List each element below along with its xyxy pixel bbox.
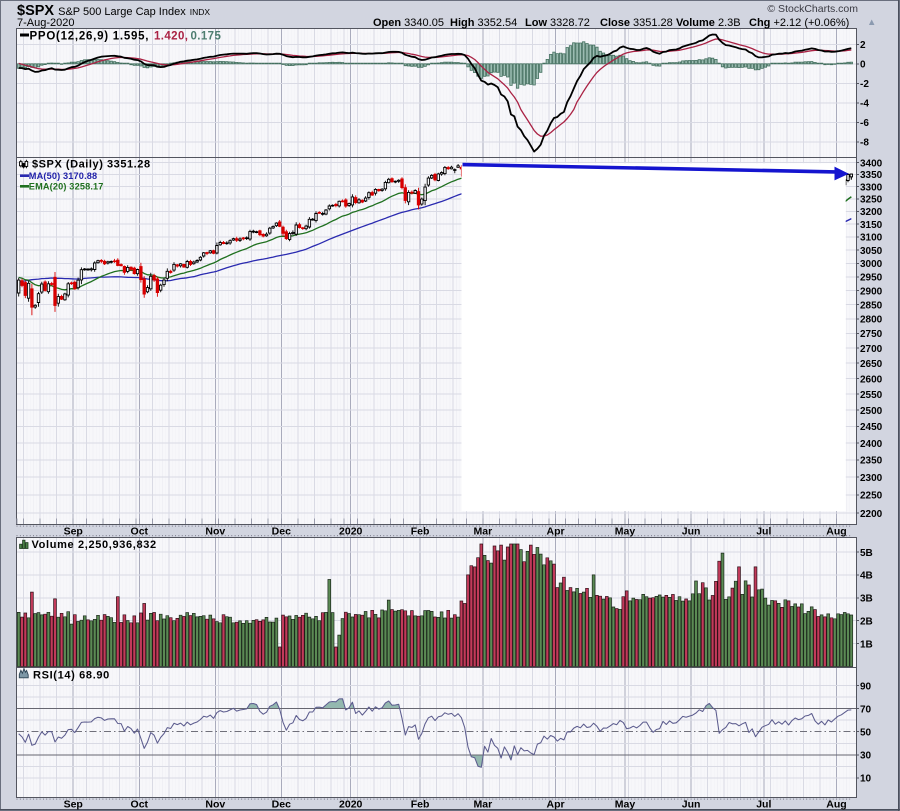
svg-text:1.420,: 1.420,	[154, 31, 188, 43]
svg-text:3250: 3250	[860, 195, 883, 206]
svg-text:-8: -8	[860, 138, 869, 149]
svg-text:3150: 3150	[860, 220, 883, 231]
svg-text:2650: 2650	[860, 359, 883, 370]
svg-text:3100: 3100	[860, 233, 883, 244]
svg-text:3200: 3200	[860, 207, 883, 218]
svg-text:5B: 5B	[860, 548, 873, 559]
svg-text:2450: 2450	[860, 422, 883, 433]
svg-text:30: 30	[860, 751, 872, 762]
svg-text:3050: 3050	[860, 246, 883, 257]
svg-text:EMA(20) 3258.17: EMA(20) 3258.17	[29, 182, 104, 192]
svg-text:Jun: Jun	[682, 526, 701, 538]
svg-text:3300: 3300	[860, 182, 883, 193]
svg-text:2: 2	[860, 40, 866, 51]
svg-text:90: 90	[860, 681, 872, 692]
svg-text:2550: 2550	[860, 390, 883, 401]
svg-text:3400: 3400	[860, 158, 883, 169]
svg-text:2800: 2800	[860, 315, 883, 326]
svg-text:2400: 2400	[860, 439, 883, 450]
svg-text:2600: 2600	[860, 374, 883, 385]
svg-text:2950: 2950	[860, 273, 883, 284]
svg-text:Oct: Oct	[131, 526, 149, 538]
svg-text:Jul: Jul	[756, 526, 771, 538]
svg-text:4B: 4B	[860, 571, 873, 582]
svg-text:Jul: Jul	[756, 799, 771, 811]
svg-text:3B: 3B	[860, 594, 873, 605]
svg-text:Jun: Jun	[682, 799, 701, 811]
svg-text:50: 50	[860, 728, 872, 739]
svg-text:3350: 3350	[860, 170, 883, 181]
svg-text:2900: 2900	[860, 286, 883, 297]
svg-text:-6: -6	[860, 118, 869, 129]
svg-text:2850: 2850	[860, 300, 883, 311]
svg-text:PPO(12,26,9) 1.595,: PPO(12,26,9) 1.595,	[30, 31, 150, 43]
svg-text:Volume 2,250,936,832: Volume 2,250,936,832	[32, 539, 157, 551]
svg-text:Dec: Dec	[272, 526, 291, 538]
svg-text:2B: 2B	[860, 617, 873, 628]
svg-text:Apr: Apr	[547, 526, 565, 538]
svg-text:2200: 2200	[860, 509, 883, 520]
svg-text:10: 10	[860, 774, 872, 785]
svg-text:1B: 1B	[860, 639, 873, 650]
svg-text:2300: 2300	[860, 473, 883, 484]
svg-text:Feb: Feb	[411, 799, 430, 811]
svg-text:Mar: Mar	[474, 799, 493, 811]
svg-text:Oct: Oct	[131, 799, 149, 811]
svg-text:2750: 2750	[860, 329, 883, 340]
svg-text:May: May	[615, 526, 636, 538]
svg-text:Aug: Aug	[826, 526, 846, 538]
svg-text:Nov: Nov	[205, 526, 225, 538]
svg-text:-4: -4	[860, 99, 869, 110]
svg-text:Apr: Apr	[547, 799, 565, 811]
svg-text:2020: 2020	[339, 799, 363, 811]
svg-text:2020: 2020	[339, 526, 363, 538]
svg-text:Nov: Nov	[205, 799, 225, 811]
svg-text:Dec: Dec	[272, 799, 291, 811]
svg-text:0: 0	[860, 60, 866, 71]
svg-text:2350: 2350	[860, 456, 883, 467]
svg-text:Mar: Mar	[474, 526, 493, 538]
svg-text:Aug: Aug	[826, 799, 846, 811]
svg-text:3000: 3000	[860, 259, 883, 270]
svg-text:MA(50) 3170.88: MA(50) 3170.88	[29, 171, 98, 181]
svg-text:2700: 2700	[860, 344, 883, 355]
svg-text:70: 70	[860, 704, 872, 715]
svg-text:0.175: 0.175	[191, 31, 222, 43]
svg-text:Feb: Feb	[411, 526, 430, 538]
svg-text:Sep: Sep	[64, 526, 83, 538]
svg-text:2500: 2500	[860, 406, 883, 417]
svg-text:$SPX (Daily) 3351.28: $SPX (Daily) 3351.28	[32, 159, 151, 171]
svg-text:May: May	[615, 799, 636, 811]
svg-text:RSI(14) 68.90: RSI(14) 68.90	[33, 670, 110, 682]
svg-text:2250: 2250	[860, 491, 883, 502]
svg-text:-2: -2	[860, 79, 869, 90]
svg-text:Sep: Sep	[64, 799, 83, 811]
